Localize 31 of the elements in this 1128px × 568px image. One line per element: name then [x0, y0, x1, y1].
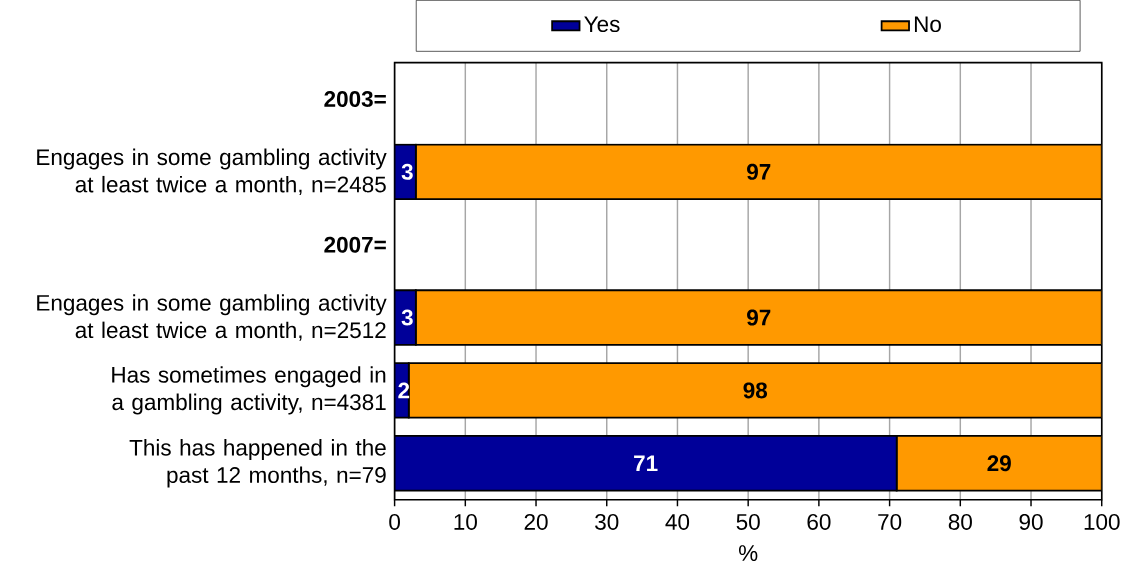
bar — [414, 289, 1102, 346]
bar — [394, 434, 898, 492]
y-tick-label: Engages in some gambling activity at least twice a month, n=2485 — [37, 148, 387, 195]
data-label: 97 — [747, 163, 771, 180]
y-tick-label: 2003= — [324, 90, 386, 107]
x-tick-label: 100 — [1084, 513, 1120, 530]
y-tick-label: This has happened in the past 12 months, n=79 — [129, 438, 386, 488]
x-tick-label: 30 — [595, 513, 619, 530]
bar — [895, 434, 1102, 492]
x-tick-label: 0 — [389, 513, 400, 530]
x-tick-label: 50 — [736, 513, 760, 530]
x-tick-label: 70 — [878, 513, 902, 530]
x-tick-label: 80 — [948, 513, 972, 530]
x-tick-label: 40 — [665, 513, 690, 530]
legend-label: Yes — [584, 16, 620, 32]
x-tick-label: 10 — [454, 513, 477, 530]
bar — [414, 143, 1102, 200]
x-tick-label: 90 — [1019, 513, 1043, 530]
data-label: 71 — [634, 455, 658, 471]
data-label: 98 — [743, 382, 768, 399]
legend-label: No — [914, 16, 941, 32]
data-label: 3 — [401, 163, 413, 180]
y-tick-label: Has sometimes engaged in a gambling activity, n=4381 — [112, 366, 386, 415]
x-tick-label: 60 — [807, 513, 831, 530]
x-tick-label: 20 — [524, 513, 548, 530]
x-axis-title: % — [738, 544, 758, 561]
data-label: 29 — [987, 455, 1011, 472]
y-tick-label: 2007= — [324, 236, 386, 253]
y-tick-label: Engages in some gambling activity at least twice a month, n=2512 — [37, 294, 387, 341]
data-label: 97 — [747, 309, 771, 326]
data-label: 3 — [401, 309, 413, 326]
